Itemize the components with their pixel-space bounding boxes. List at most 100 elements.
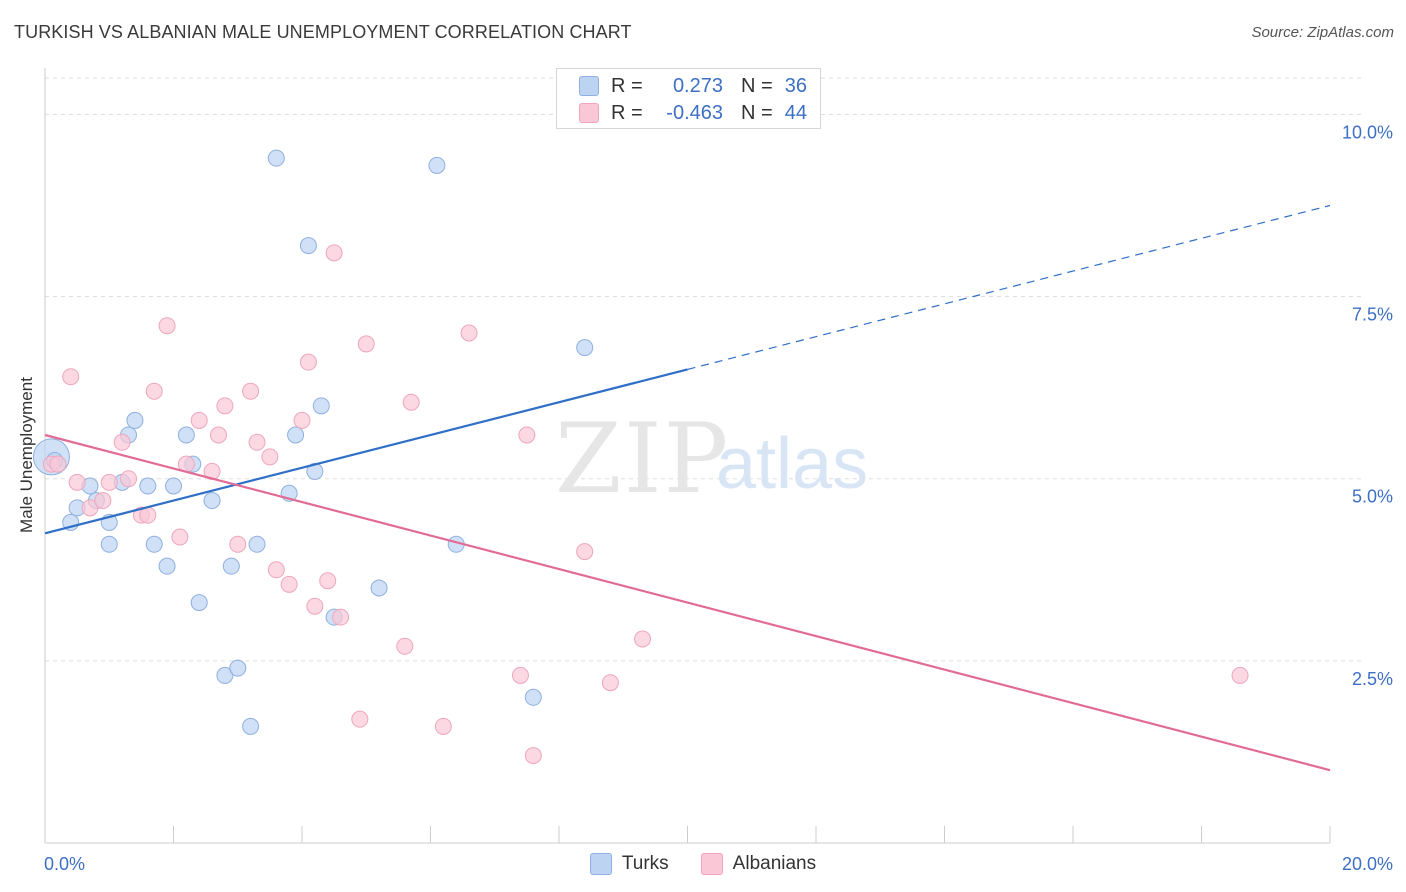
x-tick-label: 20.0% (1342, 854, 1393, 874)
albanians-point (248, 433, 266, 451)
turks-swatch (579, 76, 599, 96)
turks-point (312, 397, 330, 415)
legend-row-turks: R = 0.273 N = 36 (579, 73, 807, 99)
albanians-point (68, 473, 86, 491)
y-tick-label: 5.0% (1352, 487, 1393, 507)
albanians-point (280, 575, 298, 593)
turks-r-value: 0.273 (672, 74, 723, 97)
turks-point (126, 411, 144, 429)
albanians-point (524, 747, 542, 765)
watermark: ZIP atlas (555, 403, 868, 515)
albanians-point (576, 543, 594, 561)
turks-point (216, 666, 234, 684)
n-label: N = (741, 101, 773, 124)
albanians-swatch (579, 103, 599, 123)
legend-item-albanians[interactable]: Albanians (700, 853, 817, 875)
x-tick-label: 0.0% (44, 854, 85, 874)
turks-point (203, 492, 221, 510)
turks-n-value: 36 (784, 74, 807, 97)
turks-point (248, 535, 266, 553)
trend-lines (44, 204, 1331, 772)
turks-point (299, 237, 317, 255)
albanians-point (158, 317, 176, 335)
turks-point (158, 557, 176, 575)
turks-point (287, 426, 305, 444)
albanians-point (120, 470, 138, 488)
turks-legend-label: Turks (621, 853, 669, 874)
albanians-point (306, 597, 324, 615)
turks-point (139, 477, 157, 495)
albanians-point (299, 353, 317, 371)
albanians-point (1231, 666, 1249, 684)
turks-point (177, 426, 195, 444)
albanians-point (601, 674, 619, 692)
albanians-point (209, 426, 227, 444)
albanians-point (293, 411, 311, 429)
correlation-legend: R = 0.273 N = 36 R = -0.463 N = 44 (556, 68, 821, 129)
albanians-point (62, 368, 80, 386)
albanians-point (94, 492, 112, 510)
albanians-point (113, 433, 131, 451)
legend-row-albanians: R = -0.463 N = 44 (579, 100, 807, 126)
n-label: N = (741, 74, 773, 97)
turks-point (524, 688, 542, 706)
albanians-point (81, 499, 99, 517)
turks-point (165, 477, 182, 495)
albanians-n-value: 44 (784, 101, 807, 124)
turks-point (428, 156, 446, 174)
albanians-point (351, 710, 369, 728)
turks-point (190, 594, 208, 612)
albanians-point (402, 393, 420, 411)
y-axis-label: Male Unemployment (17, 377, 36, 533)
turks-point (229, 659, 247, 677)
albanians-point (396, 637, 414, 655)
albanians-point (325, 244, 343, 262)
albanians-legend-swatch (700, 853, 723, 875)
albanians-point (634, 630, 652, 648)
albanians-point (511, 666, 529, 684)
albanians-point (319, 572, 337, 590)
legend-item-turks[interactable]: Turks (589, 853, 669, 875)
albanians-point (171, 528, 189, 546)
albanians-point (100, 473, 118, 491)
y-tick-label: 7.5% (1352, 305, 1393, 325)
tick-labels: 2.5% 5.0% 7.5% 10.0% 0.0% 20.0% (44, 122, 1393, 874)
turks-trend-extension (687, 204, 1331, 371)
source-credit: Source: ZipAtlas.com (1251, 24, 1394, 41)
albanians-point (145, 382, 163, 400)
albanians-legend-label: Albanians (732, 853, 817, 874)
albanians-r-value: -0.463 (666, 101, 723, 124)
albanians-trend-line (44, 433, 1331, 772)
turks-point (100, 535, 118, 553)
albanians-point (357, 335, 375, 353)
albanians-point (434, 717, 452, 735)
turks-point (222, 557, 240, 575)
points (32, 149, 1249, 765)
albanians-point (332, 608, 350, 626)
turks-point (576, 339, 594, 357)
watermark-zip: ZIP (555, 403, 730, 515)
chart-title: TURKISH VS ALBANIAN MALE UNEMPLOYMENT CO… (14, 22, 632, 42)
turks-point (267, 149, 285, 167)
albanians-point (460, 324, 478, 342)
turks-point (242, 717, 260, 735)
turks-legend-swatch (589, 853, 612, 875)
turks-point (370, 579, 388, 597)
gridlines (45, 77, 1362, 662)
turks-point (145, 535, 163, 553)
y-tick-label: 10.0% (1342, 122, 1393, 142)
albanians-point (190, 411, 208, 429)
y-tick-label: 2.5% (1352, 669, 1393, 689)
albanians-point (49, 455, 67, 473)
r-label: R = (611, 101, 643, 124)
r-label: R = (611, 74, 643, 97)
watermark-atlas: atlas (716, 424, 868, 504)
turks-trend-line (44, 368, 688, 535)
albanians-point (518, 426, 536, 444)
albanians-point (216, 397, 234, 415)
albanians-point (267, 561, 285, 579)
albanians-point (229, 535, 247, 553)
albanians-point (242, 382, 260, 400)
albanians-point (261, 448, 279, 466)
